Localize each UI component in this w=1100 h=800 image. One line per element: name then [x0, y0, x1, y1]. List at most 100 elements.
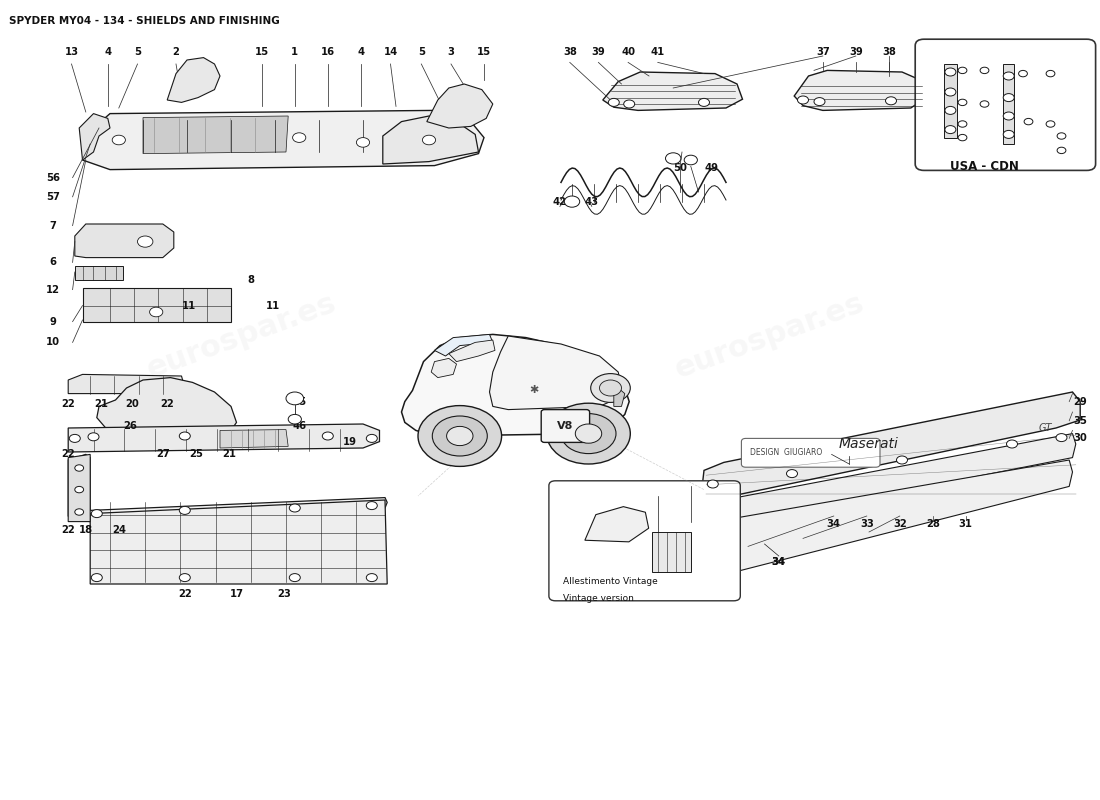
Text: 7: 7: [50, 221, 56, 230]
Text: 24: 24: [112, 525, 125, 534]
Circle shape: [684, 155, 697, 165]
Text: 34: 34: [827, 519, 840, 529]
Text: 48: 48: [1030, 53, 1043, 62]
Circle shape: [91, 574, 102, 582]
Polygon shape: [143, 116, 288, 154]
Circle shape: [896, 456, 907, 464]
Polygon shape: [702, 392, 1080, 500]
Circle shape: [356, 138, 370, 147]
Circle shape: [564, 196, 580, 207]
FancyBboxPatch shape: [541, 410, 590, 442]
Circle shape: [561, 414, 616, 454]
FancyBboxPatch shape: [915, 39, 1096, 170]
Circle shape: [1006, 440, 1018, 448]
Text: 5: 5: [418, 47, 425, 57]
Text: 44: 44: [557, 441, 570, 450]
Circle shape: [1003, 72, 1014, 80]
Text: USA - CDN: USA - CDN: [950, 160, 1019, 173]
Text: 43: 43: [585, 197, 598, 206]
Circle shape: [624, 100, 635, 108]
Polygon shape: [603, 72, 742, 110]
Polygon shape: [167, 58, 220, 102]
Text: 34: 34: [772, 557, 785, 566]
Text: 15: 15: [477, 47, 491, 57]
Circle shape: [1046, 70, 1055, 77]
Circle shape: [958, 121, 967, 127]
Polygon shape: [82, 110, 484, 170]
Text: 22: 22: [62, 525, 75, 534]
Text: 57: 57: [46, 192, 59, 202]
Text: 27: 27: [156, 450, 169, 459]
Text: 37: 37: [816, 47, 829, 57]
Polygon shape: [1003, 64, 1014, 144]
Text: 22: 22: [178, 589, 191, 598]
Text: 49: 49: [975, 53, 988, 62]
Circle shape: [366, 502, 377, 510]
Polygon shape: [383, 116, 478, 164]
Circle shape: [150, 307, 163, 317]
Text: 22: 22: [62, 399, 75, 409]
Polygon shape: [68, 454, 387, 522]
Circle shape: [75, 465, 84, 471]
Circle shape: [945, 88, 956, 96]
Text: 13: 13: [65, 47, 78, 57]
Text: GT: GT: [1038, 423, 1052, 433]
Text: 14: 14: [384, 47, 397, 57]
Text: 51: 51: [1002, 53, 1015, 62]
Polygon shape: [434, 334, 493, 356]
Circle shape: [75, 486, 84, 493]
Circle shape: [547, 403, 630, 464]
Text: 12: 12: [46, 285, 59, 294]
Circle shape: [1057, 133, 1066, 139]
Text: 50: 50: [931, 141, 944, 150]
Circle shape: [786, 470, 798, 478]
Polygon shape: [585, 506, 649, 542]
Text: 35: 35: [1074, 416, 1087, 426]
Circle shape: [179, 574, 190, 582]
Text: 31: 31: [959, 519, 972, 529]
Circle shape: [1003, 94, 1014, 102]
Text: 41: 41: [651, 47, 664, 57]
Text: 20: 20: [125, 399, 139, 409]
Text: 49: 49: [705, 163, 718, 173]
Polygon shape: [698, 460, 1072, 578]
Text: 5: 5: [134, 47, 141, 57]
Polygon shape: [431, 358, 456, 378]
Text: eurospar.es: eurospar.es: [143, 288, 341, 384]
Text: 22: 22: [161, 399, 174, 409]
Circle shape: [289, 504, 300, 512]
Text: 49: 49: [1057, 53, 1070, 62]
Circle shape: [418, 406, 502, 466]
Circle shape: [179, 432, 190, 440]
Text: 44: 44: [557, 421, 570, 430]
Circle shape: [886, 97, 896, 105]
Circle shape: [608, 98, 619, 106]
Text: 15: 15: [255, 47, 268, 57]
Text: 39: 39: [849, 47, 862, 57]
Text: 42: 42: [553, 197, 566, 206]
Text: DESIGN  GIUGIARO: DESIGN GIUGIARO: [750, 448, 823, 458]
Circle shape: [698, 98, 710, 106]
Text: eurospar.es: eurospar.es: [671, 288, 869, 384]
Polygon shape: [75, 224, 174, 258]
Circle shape: [945, 106, 956, 114]
Circle shape: [69, 434, 80, 442]
Text: 2: 2: [173, 47, 179, 57]
Text: 11: 11: [183, 302, 196, 311]
Text: 26: 26: [123, 421, 136, 430]
Polygon shape: [490, 336, 622, 410]
Circle shape: [591, 374, 630, 402]
Text: 28: 28: [926, 519, 939, 529]
Text: 23: 23: [277, 589, 290, 598]
Text: 21: 21: [95, 399, 108, 409]
Polygon shape: [614, 388, 625, 406]
Text: 30: 30: [1074, 434, 1087, 443]
Polygon shape: [427, 84, 493, 128]
Circle shape: [1046, 121, 1055, 127]
Text: 6: 6: [50, 258, 56, 267]
Circle shape: [366, 434, 377, 442]
Text: 50: 50: [673, 163, 686, 173]
Text: 51: 51: [1057, 117, 1070, 126]
Circle shape: [575, 424, 602, 443]
Circle shape: [75, 509, 84, 515]
